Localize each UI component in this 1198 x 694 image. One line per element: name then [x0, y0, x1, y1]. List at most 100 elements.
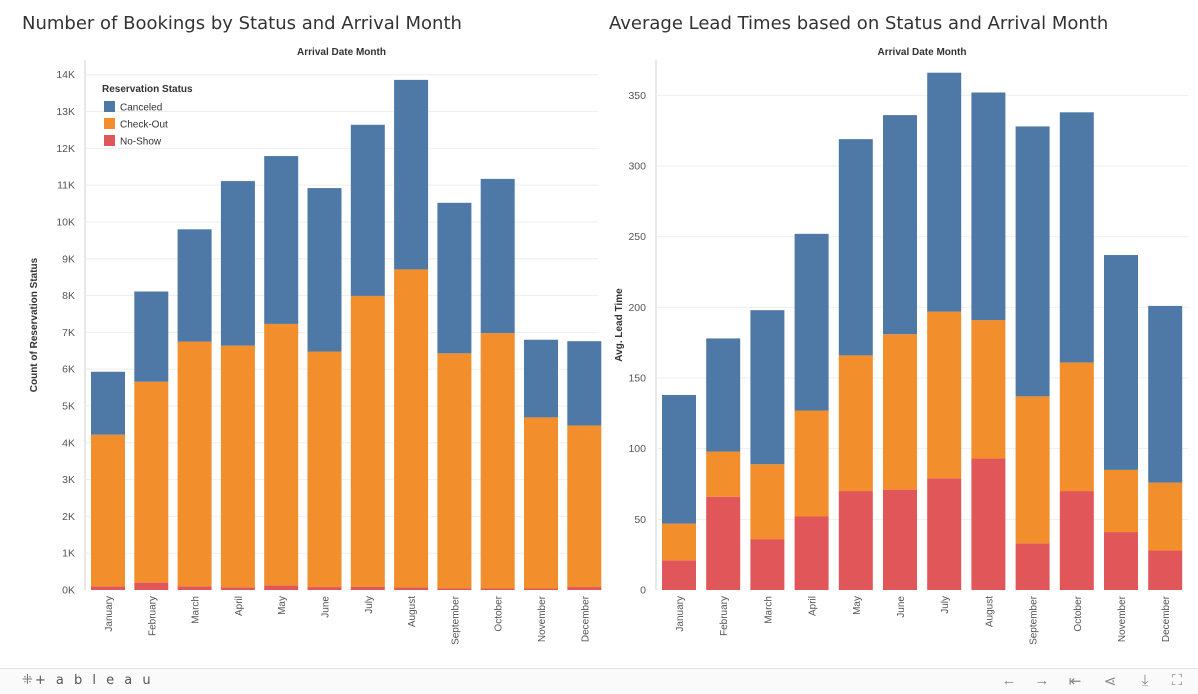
bookings-y-tick-label: 13K: [56, 106, 75, 118]
bookings-x-tick-label: April: [234, 596, 245, 616]
bookings-x-tick-label: January: [104, 596, 115, 632]
lead-bar-canceled-october: [1059, 112, 1094, 363]
bookings-bar-no-show-september: [437, 588, 472, 590]
bookings-bar-no-show-april: [220, 587, 255, 590]
bookings-bar-canceled-october: [480, 178, 515, 334]
bookings-bar-canceled-september: [437, 202, 472, 354]
redo-icon[interactable]: →: [1034, 672, 1050, 689]
tableau-logo-text: + a b l e a u: [34, 673, 154, 688]
legend-swatch-no-show: [104, 135, 115, 146]
lead-y-tick-label: 100: [628, 443, 646, 455]
bookings-bar-check-out-august: [394, 269, 429, 588]
tableau-toolbar: ⁜ + a b l e a u ← → ⇤ ⋖ ⤓ ⛶: [0, 668, 1198, 694]
legend-label-canceled: Canceled: [120, 103, 162, 114]
lead-y-tick-label: 0: [640, 585, 646, 597]
bookings-bar-check-out-march: [177, 341, 212, 587]
lead-bar-check-out-april: [794, 410, 829, 517]
bookings-bar-no-show-june: [307, 587, 342, 590]
bookings-bar-no-show-march: [177, 586, 212, 590]
lead-bar-no-show-august: [971, 458, 1006, 590]
bookings-y-tick-label: 0K: [62, 585, 75, 597]
lead-x-tick-label: April: [808, 596, 819, 616]
lead-bar-check-out-may: [838, 355, 873, 492]
bookings-y-tick-label: 8K: [62, 290, 75, 302]
bookings-bar-check-out-december: [567, 425, 602, 588]
lead-bar-no-show-march: [750, 539, 785, 590]
bookings-bar-check-out-april: [220, 345, 255, 588]
lead-bar-no-show-january: [662, 560, 696, 590]
lead-x-tick-label: June: [896, 596, 907, 618]
lead-bar-canceled-march: [750, 310, 785, 465]
bookings-y-tick-label: 5K: [62, 400, 75, 412]
lead-bar-check-out-march: [750, 464, 785, 540]
bookings-bar-canceled-august: [394, 79, 429, 270]
bookings-bar-canceled-december: [567, 341, 602, 426]
bookings-bar-canceled-january: [91, 371, 125, 435]
lead-x-tick-label: January: [675, 596, 686, 632]
bookings-bar-no-show-july: [350, 586, 385, 590]
bookings-y-tick-label: 9K: [62, 253, 75, 265]
bookings-x-tick-label: May: [277, 596, 288, 615]
bookings-bar-canceled-march: [177, 229, 212, 342]
bookings-x-tick-label: October: [494, 595, 505, 631]
legend-label-check-out: Check-Out: [120, 120, 168, 131]
lead-bar-check-out-february: [706, 451, 741, 497]
bookings-bar-no-show-november: [524, 588, 558, 590]
lead-bar-canceled-january: [662, 394, 696, 524]
bookings-x-tick-label: August: [407, 596, 418, 627]
lead-bar-no-show-september: [1015, 543, 1050, 590]
bookings-y-tick-label: 11K: [57, 180, 75, 192]
subtitle-bookings: Arrival Date Month: [297, 47, 386, 58]
bookings-bar-canceled-february: [134, 291, 169, 382]
bookings-y-tick-label: 14K: [56, 69, 75, 81]
bookings-bar-canceled-november: [524, 339, 558, 418]
download-icon[interactable]: ⤓: [1141, 672, 1149, 689]
bookings-bar-check-out-july: [350, 295, 385, 587]
bookings-y-tick-label: 6K: [62, 364, 75, 376]
lead-bar-check-out-june: [883, 334, 917, 490]
lead-x-tick-label: December: [1161, 595, 1172, 642]
bookings-bar-check-out-september: [437, 353, 472, 589]
lead-y-tick-label: 200: [628, 302, 646, 314]
lead-bar-no-show-october: [1059, 491, 1094, 590]
bookings-bar-no-show-january: [91, 586, 125, 590]
lead-x-tick-label: May: [852, 596, 863, 615]
undo-icon[interactable]: ←: [1001, 672, 1017, 689]
lead-bar-canceled-july: [927, 72, 962, 312]
lead-y-tick-label: 250: [628, 231, 646, 243]
bookings-bar-no-show-august: [394, 587, 429, 590]
lead-x-tick-label: September: [1029, 595, 1040, 645]
bookings-y-tick-label: 1K: [62, 548, 75, 560]
legend-title: Reservation Status: [102, 84, 193, 95]
lead-bar-canceled-august: [971, 92, 1006, 321]
lead-x-tick-label: March: [763, 596, 774, 624]
bookings-y-tick-label: 12K: [56, 143, 75, 155]
tableau-mark-icon: ⁜: [22, 673, 33, 688]
lead-bar-no-show-february: [706, 496, 741, 590]
bookings-x-tick-label: February: [147, 596, 158, 636]
lead-bar-canceled-june: [883, 115, 917, 335]
fullscreen-icon[interactable]: ⛶: [1171, 672, 1183, 689]
lead-bar-canceled-november: [1104, 255, 1138, 470]
lead-y-tick-label: 350: [628, 90, 646, 102]
bookings-x-tick-label: November: [537, 595, 548, 642]
share-icon[interactable]: ⋖: [1103, 673, 1117, 690]
lead-x-tick-label: July: [940, 596, 951, 614]
lead-bar-canceled-september: [1015, 126, 1050, 397]
lead-y-axis-label: Avg. Lead Time: [614, 288, 625, 362]
bookings-bar-canceled-july: [350, 124, 385, 296]
lead-bar-check-out-november: [1104, 469, 1138, 533]
lead-y-tick-label: 300: [628, 161, 646, 173]
lead-y-tick-label: 50: [634, 514, 646, 526]
lead-bar-no-show-june: [883, 489, 917, 590]
bookings-y-tick-label: 7K: [62, 327, 75, 339]
bookings-bar-check-out-november: [524, 417, 558, 589]
bookings-x-tick-label: June: [321, 596, 332, 618]
bookings-y-axis-label: Count of Reservation Status: [29, 257, 40, 392]
bookings-bar-check-out-february: [134, 381, 169, 583]
bookings-bar-canceled-may: [264, 156, 299, 324]
bookings-y-tick-label: 4K: [62, 437, 75, 449]
bookings-x-tick-label: September: [450, 595, 461, 645]
revert-icon[interactable]: ⇤: [1068, 673, 1082, 690]
chart-title-bookings: Number of Bookings by Status and Arrival…: [22, 13, 462, 34]
